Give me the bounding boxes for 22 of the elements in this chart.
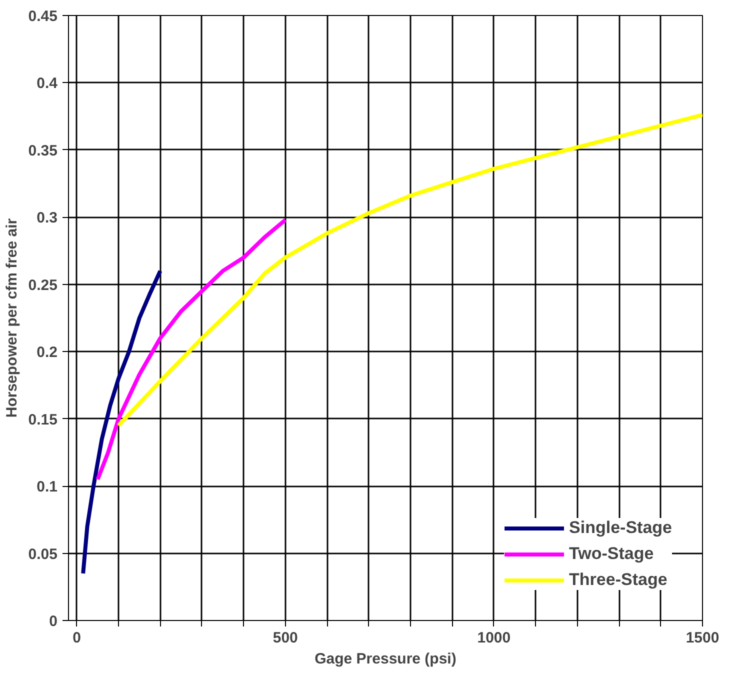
y-tick-label: 0.15 [28, 411, 58, 428]
y-tick-label: 0.4 [36, 75, 58, 92]
line-series [96, 218, 288, 482]
x-tick-label: 1500 [686, 630, 720, 646]
y-tick-label: 0.1 [36, 478, 58, 496]
x-tick-label: 500 [272, 630, 298, 646]
legend-label: Single-Stage [569, 518, 672, 538]
y-axis-title: Horsepower per cfm free air [3, 218, 20, 418]
y-tick-label: 0.05 [28, 546, 58, 563]
y-tick-label: 0.3 [36, 210, 58, 227]
y-tick-label: 0.25 [28, 276, 58, 294]
y-tick-label: 0.2 [36, 344, 58, 362]
line-series [81, 268, 162, 576]
x-axis-title: Gage Pressure (psi) [314, 650, 456, 668]
legend-label: Two-Stage [569, 544, 654, 564]
line-series [116, 112, 702, 428]
legend-label: Three-Stage [569, 570, 668, 590]
x-tick-label: 1000 [477, 630, 511, 646]
y-tick-label: 0 [49, 613, 58, 630]
x-tick-label: 0 [72, 630, 82, 646]
y-tick-label: 0.35 [28, 142, 58, 160]
y-tick-label: 0.45 [28, 8, 58, 25]
